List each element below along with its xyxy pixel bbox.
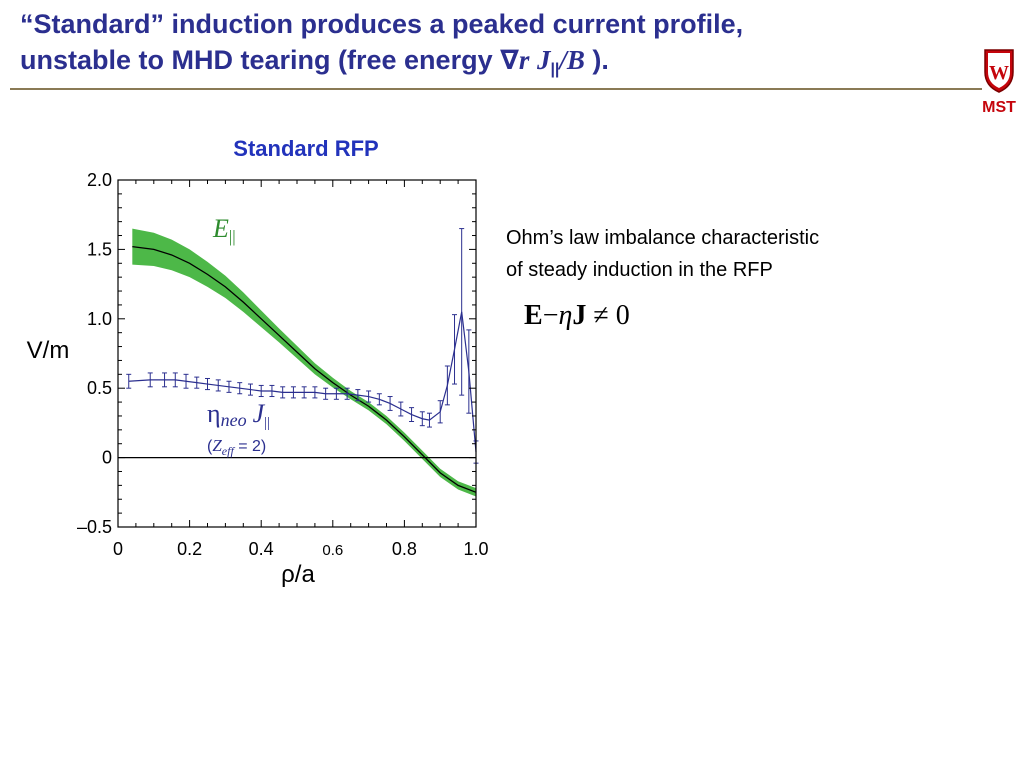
y-axis-label: V/m [27,337,70,364]
neo-errorbar [459,228,465,396]
y-tick-label: 0 [102,448,112,468]
x-tick-label: 0.4 [249,539,274,559]
eq-E: E [524,300,543,331]
neo-errorbar [215,379,221,392]
title-r: r [518,45,530,75]
neo-errorbar [126,373,132,389]
neo-errorbar [280,386,286,399]
neo-series-label: ηneo J|| [207,399,270,431]
neo-errorbar [344,387,350,400]
e-parallel-line [132,245,477,493]
neo-errorbar [183,373,189,389]
title-J: J [536,45,551,75]
slide-title: “Standard” induction produces a peaked c… [20,6,960,88]
y-tick-label: 0.5 [87,378,112,398]
line-layer [128,245,477,493]
eq-neq: ≠ [593,300,609,331]
eq-minus: − [542,300,559,331]
e-parallel-band [132,228,476,497]
ohms-law-equation: E−ηJ ≠ 0 [524,300,630,332]
chart-title: Standard RFP [233,136,379,161]
neo-errorbar [437,400,443,424]
title-line-2-text: unstable to MHD tearing (free energy [20,45,501,75]
title-suffix: ). [584,45,609,75]
neo-errorbar [258,384,264,398]
neo-errorbar [376,393,382,406]
y-tick-label: 2.0 [87,170,112,190]
x-tick-label: 1.0 [463,539,488,559]
neo-errorbar [237,382,243,395]
title-nabla: ∇ [500,45,519,75]
zeff-note: (Zeff = 2) [207,436,266,458]
neo-errorbar [290,386,296,399]
eq-eta: η [558,300,573,331]
shield-inner [988,53,1010,88]
neo-line [128,311,477,453]
neo-errorbar [398,401,404,417]
e-band-layer [132,228,476,497]
chart-area: 0 0.2 0.4 0.6 0.8 1.0–0.500.51.01.52.0 E|| ηn… [27,170,489,588]
y-tick-label: –0.5 [77,517,112,537]
ohms-law-line-2: of steady induction in the RFP [506,259,773,281]
neo-errorbar [312,386,318,399]
neo-errorbar [323,387,329,400]
eq-zero: 0 [615,300,630,331]
shield-letter: W [989,62,1009,84]
neo-errorbar [452,314,458,385]
x-tick-label: 0 [113,539,123,559]
y-tick-label: 1.5 [87,239,112,259]
neo-errorbar [426,412,432,428]
tick-label-layer: 0 0.2 0.4 0.6 0.8 1.0–0.500.51.01.52.0 [77,170,489,559]
axes-layer [117,179,477,528]
neo-errorbar [366,390,372,403]
neo-errorbar [162,372,168,388]
neo-errorbar [333,387,339,400]
y-tick-label: 1.0 [87,309,112,329]
neo-errorbar [466,329,472,414]
x-tick-label: 0.6 [322,542,343,559]
title-parallel: || [550,61,560,78]
neo-errorbar [355,389,361,402]
title-line-1: “Standard” induction produces a peaked c… [20,9,744,39]
x-tick-label: 0.8 [392,539,417,559]
ohms-law-line-1: Ohm’s law imbalance characteristic [506,227,820,249]
neo-errorbar [205,377,210,391]
e-parallel-label: E|| [212,214,236,246]
title-line-2: unstable to MHD tearing (free energy ∇r … [20,42,960,88]
neo-errorbar [444,365,450,406]
title-slash-B: /B [559,45,585,75]
neo-errorbar [409,407,415,423]
neo-errorbar [387,396,393,411]
neo-errorbar [419,411,425,427]
mst-logo: W MST [982,49,1016,116]
neo-errorbar [147,372,153,388]
neo-errorbar [194,376,200,389]
neo-errorbar [247,383,253,396]
x-tick-label: 0.2 [177,539,202,559]
neo-errorbar [172,372,178,388]
x-axis-label: ρ/a [281,561,315,588]
eq-J: J [572,300,587,331]
errorbar-layer [126,228,479,464]
ohms-law-caption: Ohm’s law imbalance characteristic of st… [506,222,926,286]
title-divider [10,88,982,90]
neo-errorbar [269,384,275,398]
neo-errorbar [301,386,307,399]
logo-text: MST [982,99,1016,116]
neo-errorbar [226,380,232,393]
